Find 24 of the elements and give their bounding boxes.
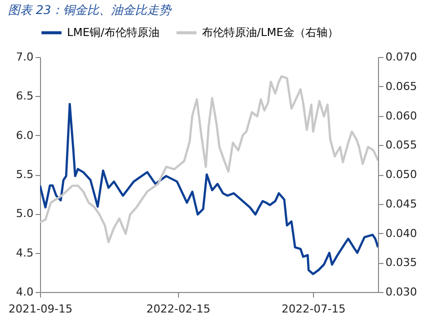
y-tick-label: 5.5 [16, 168, 34, 181]
y-tick-label: 7.0 [16, 50, 34, 64]
legend-label: 布伦特原油/LME金（右轴） [202, 26, 338, 39]
legend-label: LME铜/布伦特原油 [67, 26, 160, 39]
y2-tick-label: 0.035 [386, 256, 417, 270]
line-series [40, 75, 378, 244]
y2-tick-label: 0.065 [386, 80, 417, 93]
y-tick-label: 6.5 [16, 90, 34, 103]
x-tick-label: 2022-07-15 [282, 302, 346, 316]
y2-tick-label: 0.045 [386, 197, 417, 210]
chart-title: 图表 23：铜金比、油金比走势 [8, 3, 172, 17]
y2-tick-label: 0.050 [386, 168, 417, 181]
y2-tick-label: 0.030 [386, 286, 417, 298]
y2-tick-label: 0.055 [386, 138, 417, 152]
y-tick-label: 4.0 [16, 286, 34, 298]
x-tick-label: 2021-09-15 [8, 302, 72, 316]
y2-tick-label: 0.060 [386, 109, 417, 122]
line-series [40, 102, 378, 276]
y2-tick-label: 0.070 [386, 50, 417, 64]
y-tick-label: 4.5 [16, 246, 34, 260]
x-tick-label: 2022-02-15 [146, 302, 210, 316]
y2-tick-label: 0.040 [386, 226, 417, 240]
y-tick-label: 5.0 [16, 207, 34, 220]
y-tick-label: 6.0 [16, 128, 34, 142]
